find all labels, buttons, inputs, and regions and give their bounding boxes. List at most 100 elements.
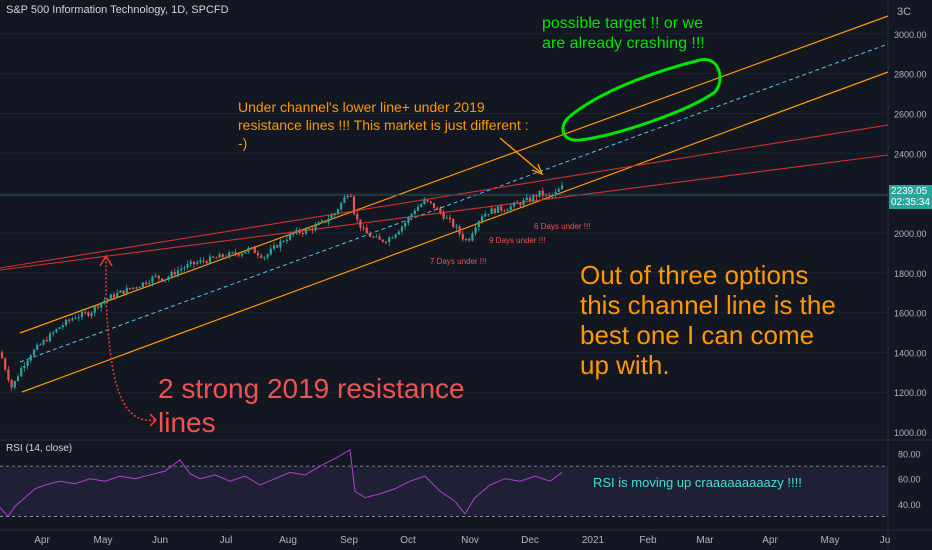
- candle-body: [282, 241, 285, 243]
- candle-body: [90, 312, 93, 316]
- price-tick-label-4: 1800.00: [894, 269, 927, 279]
- target-annotation: possible target !! or we are already cra…: [542, 15, 705, 52]
- days-under-6-label: 6 Days under !!!: [534, 222, 591, 231]
- price-tick-label-7: 2400.00: [894, 149, 927, 159]
- candle-body: [276, 245, 279, 248]
- candle-body: [304, 229, 308, 234]
- candle-body: [240, 253, 244, 256]
- candle-body: [327, 219, 330, 223]
- candle-body: [493, 208, 496, 213]
- candle-body: [164, 279, 167, 281]
- candle-body: [234, 252, 237, 255]
- candle-body: [317, 222, 320, 226]
- candle-body: [68, 319, 71, 321]
- candle-body: [228, 252, 231, 258]
- candle-body: [87, 312, 90, 316]
- red-arrow-head: [99, 254, 113, 267]
- candle-body: [362, 227, 365, 229]
- candle-body: [458, 226, 461, 235]
- candle-body: [269, 248, 272, 255]
- candle-body: [7, 369, 10, 381]
- price-tick-label-3: 1600.00: [894, 309, 927, 319]
- candle-body: [445, 217, 448, 219]
- candle-body: [480, 216, 484, 222]
- candle-body: [224, 256, 228, 258]
- green-target-ellipse: [561, 58, 722, 142]
- price-tick-label-9: 2800.00: [894, 70, 927, 80]
- candle-body: [263, 257, 266, 259]
- candle-body: [260, 255, 263, 258]
- price-tick-label-1: 1200.00: [894, 388, 927, 398]
- time-tick-label-9: 2021: [582, 535, 605, 546]
- candle-body: [503, 210, 506, 212]
- options-annotation: Out of three options this channel line i…: [580, 260, 836, 380]
- current-price: 2239.05: [891, 186, 928, 197]
- candle-body: [378, 236, 381, 240]
- candle-body: [426, 199, 429, 202]
- candle-body: [474, 227, 477, 234]
- candle-body: [292, 233, 295, 235]
- time-tick-label-5: Sep: [340, 535, 358, 546]
- candle-body: [288, 234, 292, 240]
- candle-body: [205, 261, 208, 264]
- rsi-panel: 40.00 60.00 80.00: [0, 448, 921, 518]
- time-tick-label-0: Apr: [34, 535, 50, 546]
- days-under-9-label: 9 Days under !!!: [489, 236, 546, 245]
- candle-body: [212, 256, 215, 258]
- candle-body: [61, 325, 64, 328]
- candle-body: [237, 254, 240, 256]
- candle-body: [516, 202, 519, 204]
- candle-body: [522, 200, 525, 206]
- candle-body: [170, 271, 173, 277]
- candle-body: [23, 365, 26, 369]
- candle-body: [199, 260, 202, 263]
- candle-body: [71, 318, 74, 321]
- candle-body: [372, 236, 375, 238]
- time-tick-label-2: Jun: [152, 535, 168, 546]
- price-tick-label-0: 1000.00: [894, 428, 927, 438]
- candle-body: [464, 239, 468, 241]
- time-tick-label-12: Apr: [762, 535, 778, 546]
- candle-body: [500, 206, 503, 211]
- time-axis: Apr May Jun Jul Aug Sep Oct Nov Dec 2021 Feb Mar Apr…: [34, 535, 890, 546]
- candle-body: [471, 233, 474, 241]
- candle-body: [218, 254, 221, 258]
- candle-body: [301, 233, 304, 235]
- channel-lower-line: [21, 71, 889, 393]
- candle-body: [320, 220, 324, 223]
- candle-body: [314, 225, 317, 231]
- candle-body: [148, 282, 151, 284]
- rsi-label: RSI (14, close): [6, 443, 73, 454]
- candle-body: [365, 227, 368, 234]
- red-arrow-tail: [149, 413, 158, 427]
- candle-body: [132, 287, 135, 289]
- rsi-tick-label-1: 60.00: [898, 475, 921, 485]
- candle-body: [330, 215, 333, 220]
- candle-body: [413, 210, 416, 214]
- candle-body: [416, 206, 420, 211]
- candle-body: [272, 245, 276, 249]
- channel-mid-dashed-line: [19, 43, 889, 363]
- candle-body: [352, 196, 356, 214]
- candle-body: [490, 208, 493, 215]
- candle-body: [343, 197, 346, 203]
- candle-body: [484, 214, 487, 217]
- rsi-tick-label-0: 40.00: [898, 500, 921, 510]
- candle-body: [192, 261, 196, 265]
- price-tick-label-10: 3000.00: [894, 30, 927, 40]
- candle-body: [16, 376, 20, 382]
- candle-body: [394, 234, 397, 238]
- time-tick-label-10: Feb: [639, 535, 657, 546]
- candle-body: [77, 316, 80, 318]
- candle-body: [285, 239, 288, 242]
- candle-body: [244, 251, 247, 254]
- candle-body: [532, 195, 535, 202]
- candle-body: [10, 380, 13, 388]
- candle-body: [125, 287, 128, 294]
- candle-body: [551, 194, 554, 196]
- candle-body: [64, 319, 68, 326]
- bar-countdown: 02:35:34: [891, 197, 930, 208]
- candle-body: [55, 328, 58, 333]
